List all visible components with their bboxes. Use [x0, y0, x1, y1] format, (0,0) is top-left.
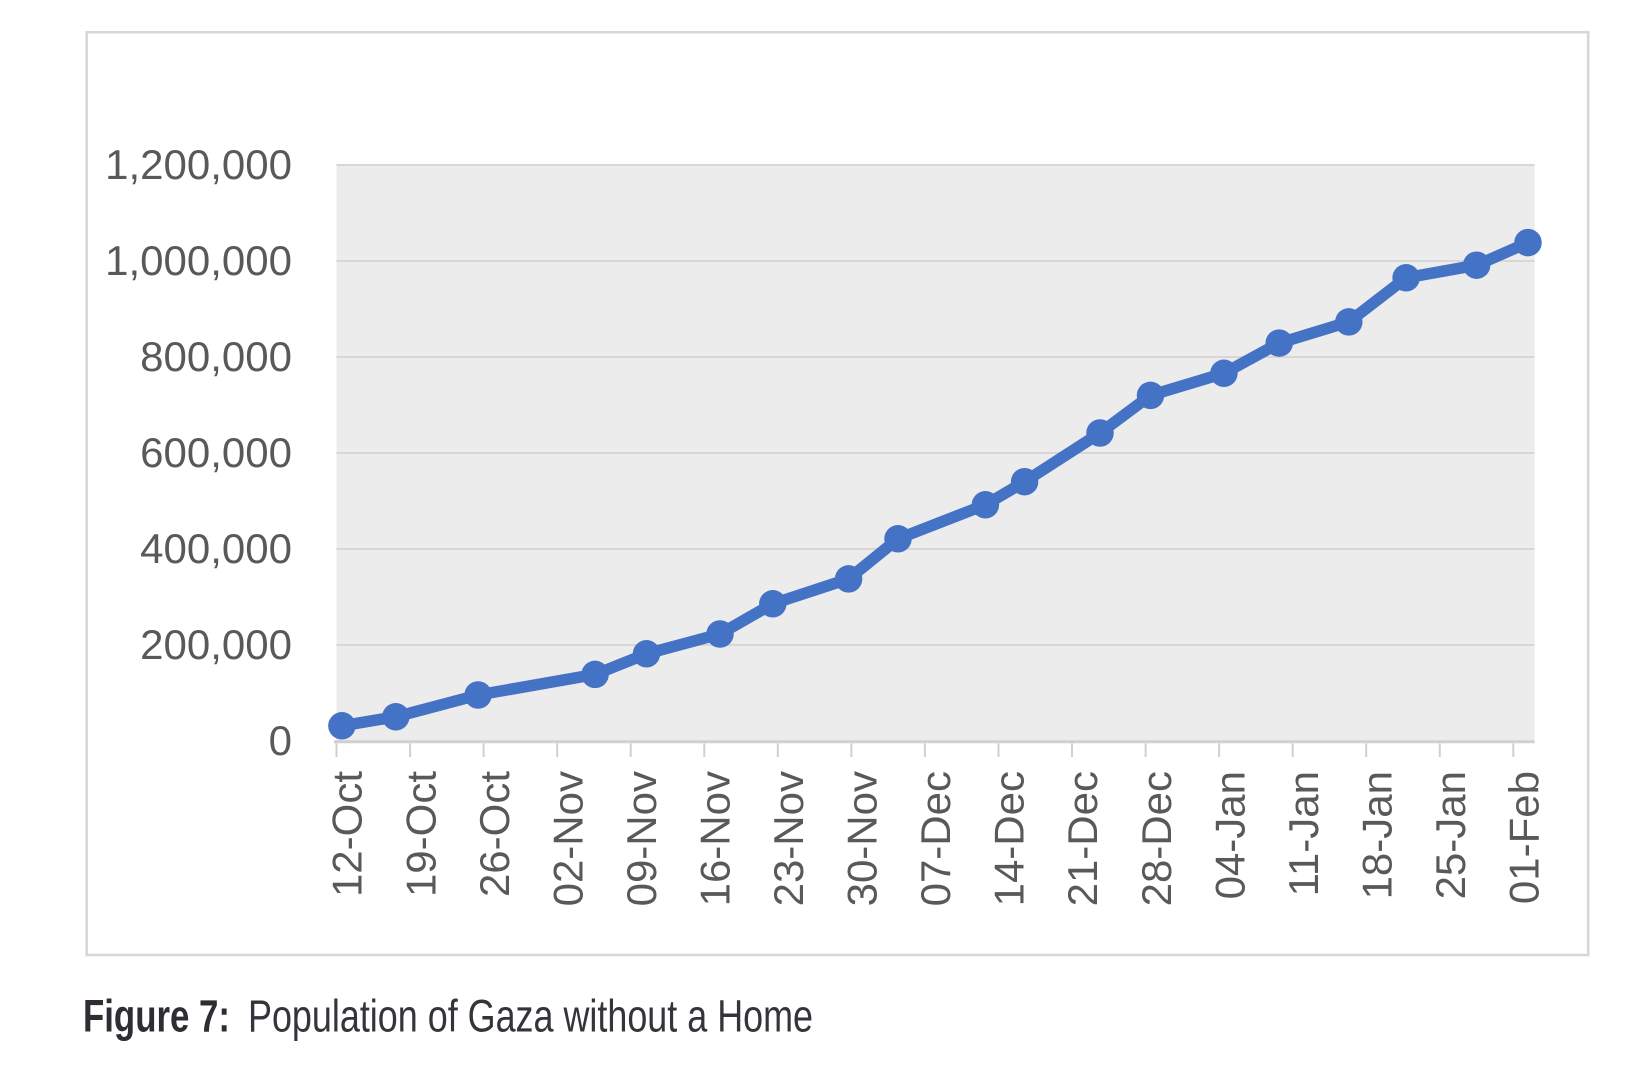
svg-text:600,000: 600,000	[140, 429, 292, 476]
svg-text:Population of Gaza without a H: Population of Gaza without a Home	[248, 991, 813, 1042]
svg-text:11-Jan: 11-Jan	[1280, 771, 1327, 896]
svg-text:12-Oct: 12-Oct	[324, 771, 371, 897]
svg-text:23-Nov: 23-Nov	[765, 771, 812, 906]
svg-text:400,000: 400,000	[140, 525, 292, 572]
svg-text:800,000: 800,000	[140, 333, 292, 380]
svg-text:02-Nov: 02-Nov	[544, 771, 591, 906]
svg-text:1,200,000: 1,200,000	[105, 141, 292, 188]
svg-text:26-Oct: 26-Oct	[471, 771, 518, 897]
svg-text:14-Dec: 14-Dec	[986, 771, 1033, 906]
svg-text:01-Feb: 01-Feb	[1501, 771, 1548, 904]
svg-text:28-Dec: 28-Dec	[1133, 771, 1180, 906]
svg-text:04-Jan: 04-Jan	[1206, 771, 1253, 899]
svg-text:18-Jan: 18-Jan	[1353, 771, 1400, 899]
svg-text:Figure 7:: Figure 7:	[83, 991, 230, 1042]
svg-text:1,000,000: 1,000,000	[105, 237, 292, 284]
svg-text:16-Nov: 16-Nov	[692, 771, 739, 906]
svg-text:19-Oct: 19-Oct	[397, 771, 444, 897]
svg-text:21-Dec: 21-Dec	[1059, 771, 1106, 906]
svg-text:25-Jan: 25-Jan	[1427, 771, 1474, 899]
svg-text:200,000: 200,000	[140, 621, 292, 668]
svg-text:30-Nov: 30-Nov	[839, 771, 886, 906]
svg-text:0: 0	[269, 717, 292, 764]
svg-text:07-Dec: 07-Dec	[912, 771, 959, 906]
svg-text:09-Nov: 09-Nov	[618, 771, 665, 906]
